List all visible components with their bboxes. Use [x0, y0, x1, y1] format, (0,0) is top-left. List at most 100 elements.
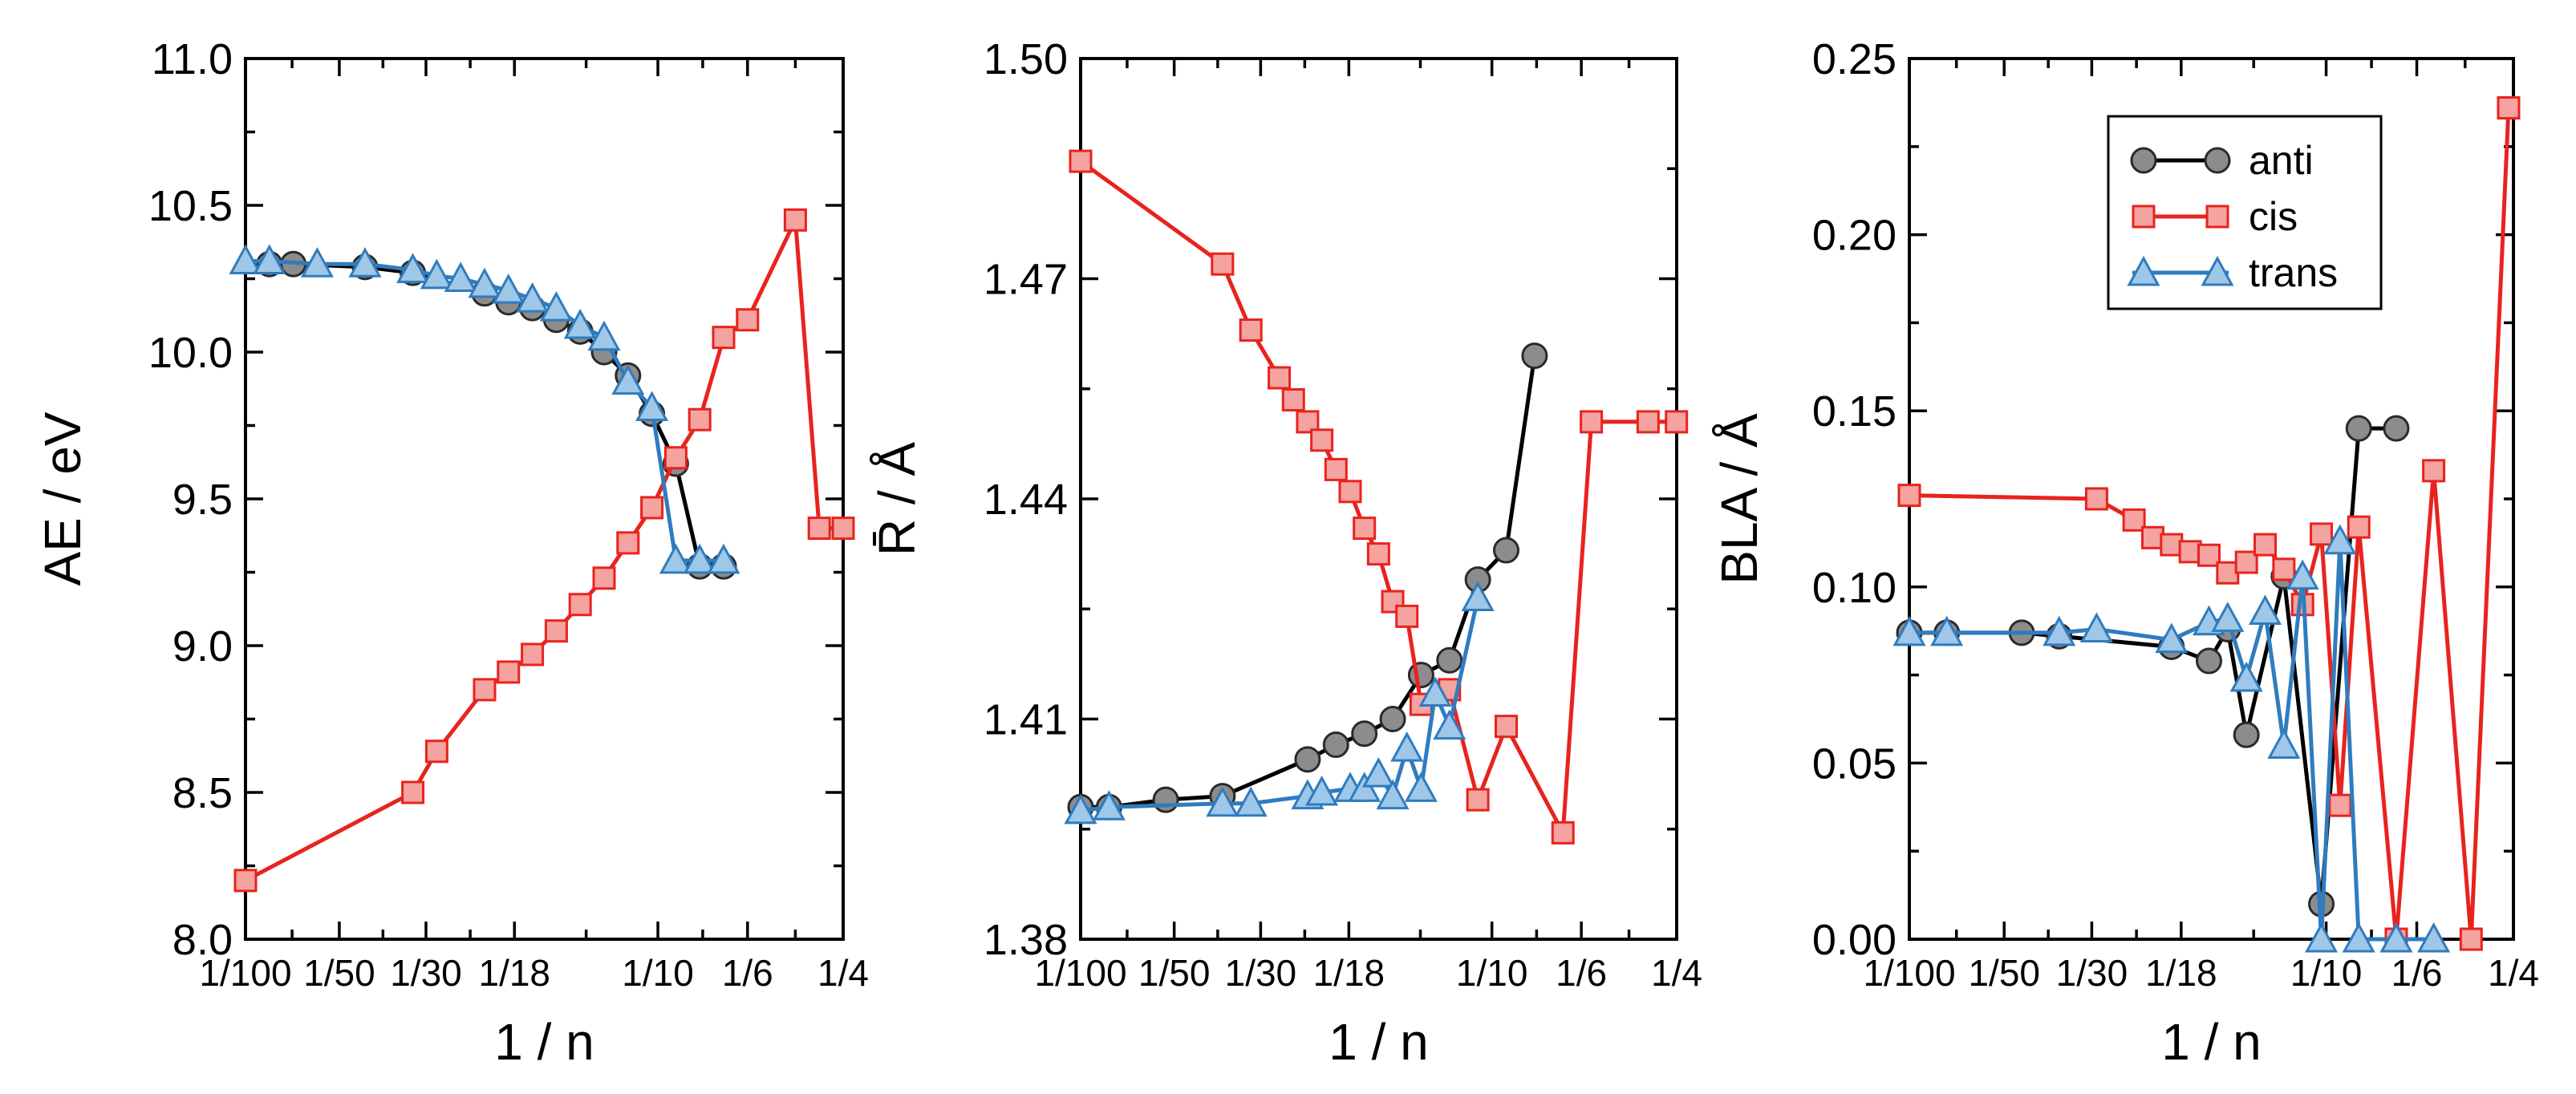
data-point-cis [2122, 508, 2146, 532]
data-point-trans [2229, 661, 2263, 692]
data-point-cis [1353, 517, 1377, 541]
y-tick-label: 10.0 [148, 329, 233, 377]
x-tick-label: 1/30 [1225, 952, 1297, 994]
data-point-trans [492, 274, 525, 304]
data-point-anti [2345, 415, 2372, 442]
data-point-cis [521, 642, 545, 667]
data-point-cis [616, 531, 640, 555]
plot-frame [244, 57, 845, 941]
data-point-anti [1294, 746, 1321, 773]
data-point-trans [539, 290, 573, 322]
data-point-anti [1436, 646, 1463, 674]
series-trans [1892, 524, 2451, 953]
data-point-trans [1206, 786, 1239, 817]
data-point-cis [1324, 457, 1348, 481]
data-point-trans [396, 253, 430, 284]
series-cis [1897, 95, 2521, 951]
data-point-cis [473, 678, 497, 702]
y-tick-label: 8.0 [172, 916, 233, 964]
panel-2: 1.38 1.41 1.44 1.47 1.50 1/100 1/50 1/30 1/18 1/1… [868, 35, 1702, 1071]
data-point-trans [1305, 775, 1339, 806]
data-point-cis [2178, 540, 2202, 564]
data-point-cis [568, 593, 592, 617]
y-tick-label: 9.0 [172, 622, 233, 671]
x-tick-label: 1/100 [1034, 952, 1126, 994]
data-point-cis [736, 308, 760, 332]
x-tick-label: 1/10 [1456, 952, 1528, 994]
data-point-trans [707, 543, 740, 574]
x-tick-label: 1/6 [722, 952, 773, 994]
y-tick-label: 0.05 [1812, 739, 1897, 788]
data-point-trans [2379, 922, 2413, 953]
data-point-cis [1366, 542, 1390, 566]
data-point-trans [587, 320, 621, 351]
data-point-trans [2155, 622, 2189, 654]
data-point-trans [2305, 922, 2339, 953]
data-point-trans [659, 543, 692, 574]
data-point-trans [1433, 709, 1466, 740]
legend-marker-cis [2132, 205, 2156, 229]
y-tick-label: 0.25 [1812, 35, 1897, 83]
data-point-cis [1636, 410, 1660, 434]
data-point-cis [2197, 543, 2221, 567]
data-point-anti [1493, 537, 1520, 564]
x-tick-label: 1/4 [2488, 952, 2539, 994]
data-point-anti [1152, 786, 1179, 813]
data-point-cis [2160, 533, 2184, 557]
data-point-trans [683, 543, 716, 574]
data-point-anti [1379, 706, 1406, 732]
data-point-cis [2140, 525, 2164, 549]
data-point-trans [2417, 922, 2451, 953]
data-point-anti [2195, 647, 2222, 675]
y-tick-label: 9.5 [172, 476, 233, 524]
panel-3: 0.00 0.05 0.10 0.15 0.20 0.25 1/100 1/50 1/30 1/1… [1710, 35, 2539, 1071]
y-axis-label: R̄ / Å [868, 442, 926, 557]
series-trans [229, 244, 740, 574]
data-point-anti [1351, 720, 1378, 748]
series-line-cis [1079, 160, 1677, 841]
data-point-cis [831, 517, 855, 541]
data-point-trans [1418, 676, 1452, 707]
series-line-anti [1909, 426, 2396, 905]
data-point-trans [2079, 612, 2113, 643]
data-point-cis [1069, 149, 1093, 173]
data-point-cis [1211, 252, 1235, 276]
x-tick-label: 1/50 [1968, 952, 2040, 994]
data-point-trans [1092, 790, 1126, 820]
data-point-cis [401, 780, 425, 804]
data-point-trans [563, 308, 597, 339]
data-point-cis [807, 517, 831, 541]
y-tick-label: 1.50 [984, 35, 1068, 83]
data-point-cis [1495, 715, 1519, 739]
y-tick-label: 8.5 [172, 769, 233, 817]
data-point-anti [2383, 415, 2410, 442]
data-point-cis [640, 496, 664, 520]
data-point-cis [1310, 428, 1334, 452]
data-point-trans [1234, 786, 1268, 817]
legend-entry-cis: cis [2132, 194, 2298, 239]
data-point-cis [688, 407, 712, 432]
x-tick-label: 1/6 [1556, 952, 1607, 994]
data-point-cis [2328, 793, 2352, 817]
x-axis-label: 1 / n [1329, 1013, 1429, 1071]
x-tick-label: 1/6 [2391, 952, 2443, 994]
data-point-cis [1897, 484, 1921, 508]
data-point-cis [2347, 515, 2371, 539]
data-point-cis [2422, 459, 2446, 483]
x-tick-label: 1/30 [2056, 952, 2128, 994]
data-point-cis [2310, 522, 2334, 546]
y-axis-label: BLA / Å [1710, 413, 1768, 585]
legend-marker-cis [2205, 205, 2229, 229]
data-point-cis [1268, 366, 1292, 390]
data-point-trans [2043, 615, 2076, 646]
x-tick-label: 1/10 [2290, 952, 2363, 994]
data-point-cis [1580, 410, 1604, 434]
data-point-trans [1390, 731, 1424, 762]
data-point-trans [1064, 793, 1097, 825]
y-tick-label: 0.00 [1812, 916, 1897, 964]
legend-entry-anti: anti [2130, 138, 2314, 183]
data-point-cis [1338, 480, 1362, 504]
data-point-cis [1551, 820, 1575, 845]
x-tick-label: 1/4 [817, 952, 869, 994]
data-point-cis [2497, 95, 2521, 120]
